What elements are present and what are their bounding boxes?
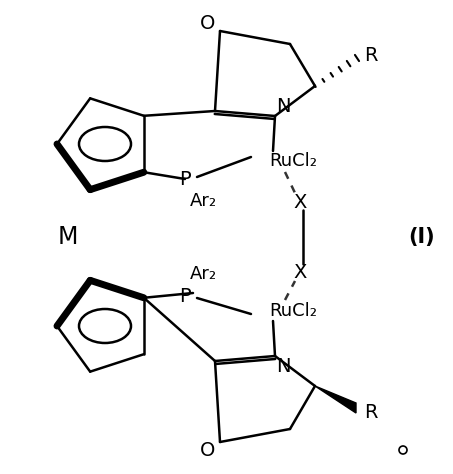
Text: RuCl₂: RuCl₂ [269, 302, 317, 320]
Text: O: O [200, 440, 216, 459]
Polygon shape [315, 386, 356, 413]
Text: P: P [179, 170, 191, 189]
Text: R: R [364, 403, 378, 422]
Text: Ar₂: Ar₂ [189, 265, 217, 283]
Text: X: X [293, 263, 307, 282]
Text: X: X [293, 192, 307, 211]
Text: (I): (I) [409, 227, 435, 247]
Text: RuCl₂: RuCl₂ [269, 152, 317, 170]
Text: M: M [58, 225, 78, 249]
Text: N: N [276, 356, 290, 375]
Text: P: P [179, 286, 191, 306]
Text: O: O [200, 13, 216, 33]
Text: N: N [276, 97, 290, 116]
Text: R: R [364, 46, 378, 64]
Text: Ar₂: Ar₂ [189, 192, 217, 210]
